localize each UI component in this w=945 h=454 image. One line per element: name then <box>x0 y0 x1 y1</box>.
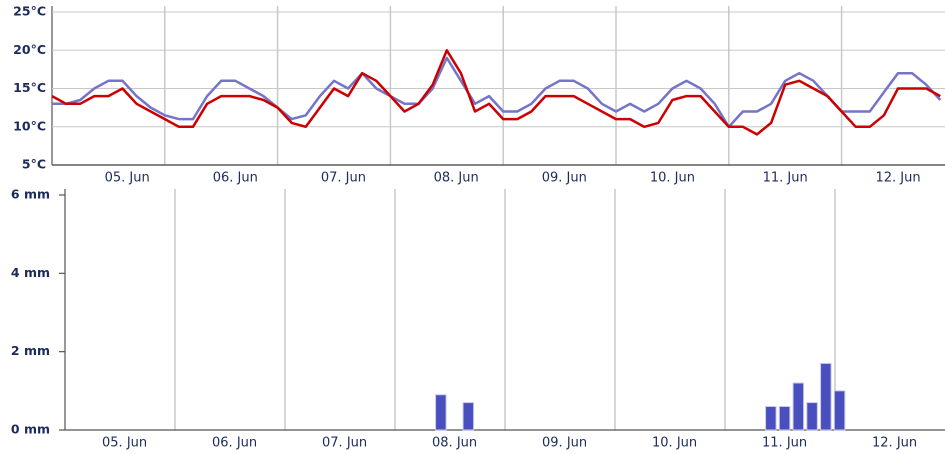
x-tick-label: 07. Jun <box>321 171 366 186</box>
x-tick-label: 08. Jun <box>434 171 479 186</box>
y-tick-label: 25°C <box>13 4 46 19</box>
precipitation-bar <box>833 390 846 431</box>
y-tick-label: 20°C <box>13 42 46 57</box>
precipitation-bar <box>778 406 791 431</box>
y-tick-label: 2 mm <box>11 343 50 358</box>
temperature-line <box>52 56 942 129</box>
x-tick-label: 09. Jun <box>542 171 587 186</box>
precipitation-bar <box>462 402 475 431</box>
y-tick-label: 6 mm <box>11 187 50 202</box>
x-tick-label: 05. Jun <box>105 171 150 186</box>
precipitation-bar <box>806 402 818 431</box>
y-tick-label: 10°C <box>13 118 46 133</box>
x-tick-label: 12. Jun <box>872 436 917 451</box>
precipitation-bar <box>792 382 805 431</box>
y-tick-label: 0 mm <box>11 422 50 437</box>
temperature-line <box>51 49 941 136</box>
x-tick-label: 11. Jun <box>763 171 808 186</box>
x-tick-label: 05. Jun <box>102 436 147 451</box>
precipitation-bar <box>820 362 832 431</box>
precipitation-bar <box>765 406 777 431</box>
y-tick-label: 5°C <box>22 157 46 172</box>
x-tick-label: 07. Jun <box>322 436 367 451</box>
x-tick-label: 10. Jun <box>650 171 695 186</box>
x-tick-label: 09. Jun <box>542 436 587 451</box>
y-tick-label: 4 mm <box>11 265 50 280</box>
x-tick-label: 06. Jun <box>213 171 258 186</box>
x-tick-label: 10. Jun <box>652 436 697 451</box>
x-tick-label: 06. Jun <box>212 436 257 451</box>
x-tick-label: 11. Jun <box>762 436 807 451</box>
y-tick-label: 15°C <box>13 80 46 95</box>
precipitation-bar <box>435 394 447 431</box>
x-tick-label: 12. Jun <box>875 171 920 186</box>
x-tick-label: 08. Jun <box>432 436 477 451</box>
